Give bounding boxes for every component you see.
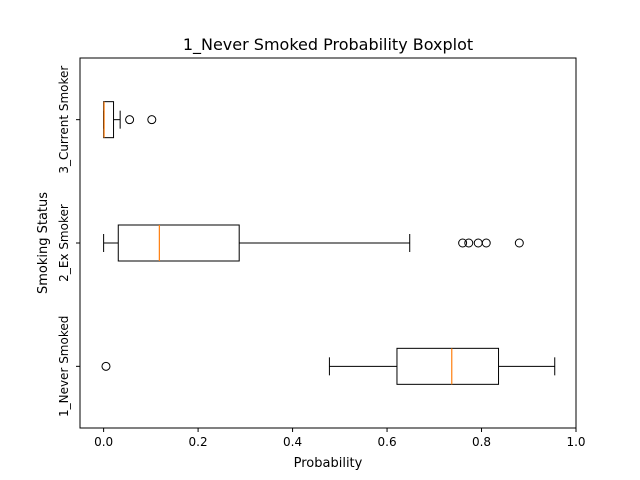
box-group — [101, 347, 556, 385]
outlier-point — [464, 238, 474, 248]
y-tick-label: 3_Current Smoker — [57, 66, 71, 174]
x-tick-label: 0.0 — [94, 435, 113, 449]
y-axis-label: Smoking Status — [36, 192, 51, 294]
outlier-point — [473, 238, 483, 248]
y-tick-label: 1_Never Smoked — [57, 316, 71, 417]
y-tick-label: 2_Ex Smoker — [57, 204, 71, 282]
outlier-point — [458, 238, 468, 248]
x-tick-label: 1.0 — [566, 435, 585, 449]
x-tick-label: 0.6 — [378, 435, 397, 449]
x-tick-label: 0.2 — [189, 435, 208, 449]
box-iqr — [103, 101, 115, 139]
outlier-point — [147, 115, 157, 125]
box-group — [103, 101, 157, 139]
plot-area: 0.0 0.2 0.4 0.6 0.8 1.0 1_Never Smoked 2_Ex Smo… — [57, 57, 586, 449]
x-axis-label: Probability — [294, 456, 363, 471]
x-tick-label: 0.8 — [472, 435, 491, 449]
box-group — [103, 224, 524, 262]
outlier-point — [125, 115, 135, 125]
box-iqr — [396, 347, 500, 385]
chart-title: 1_Never Smoked Probability Boxplot — [183, 35, 473, 55]
x-tick-label: 0.4 — [283, 435, 302, 449]
outlier-point — [101, 361, 111, 371]
outlier-point — [481, 238, 491, 248]
box-iqr — [117, 224, 240, 262]
outlier-point — [514, 238, 524, 248]
